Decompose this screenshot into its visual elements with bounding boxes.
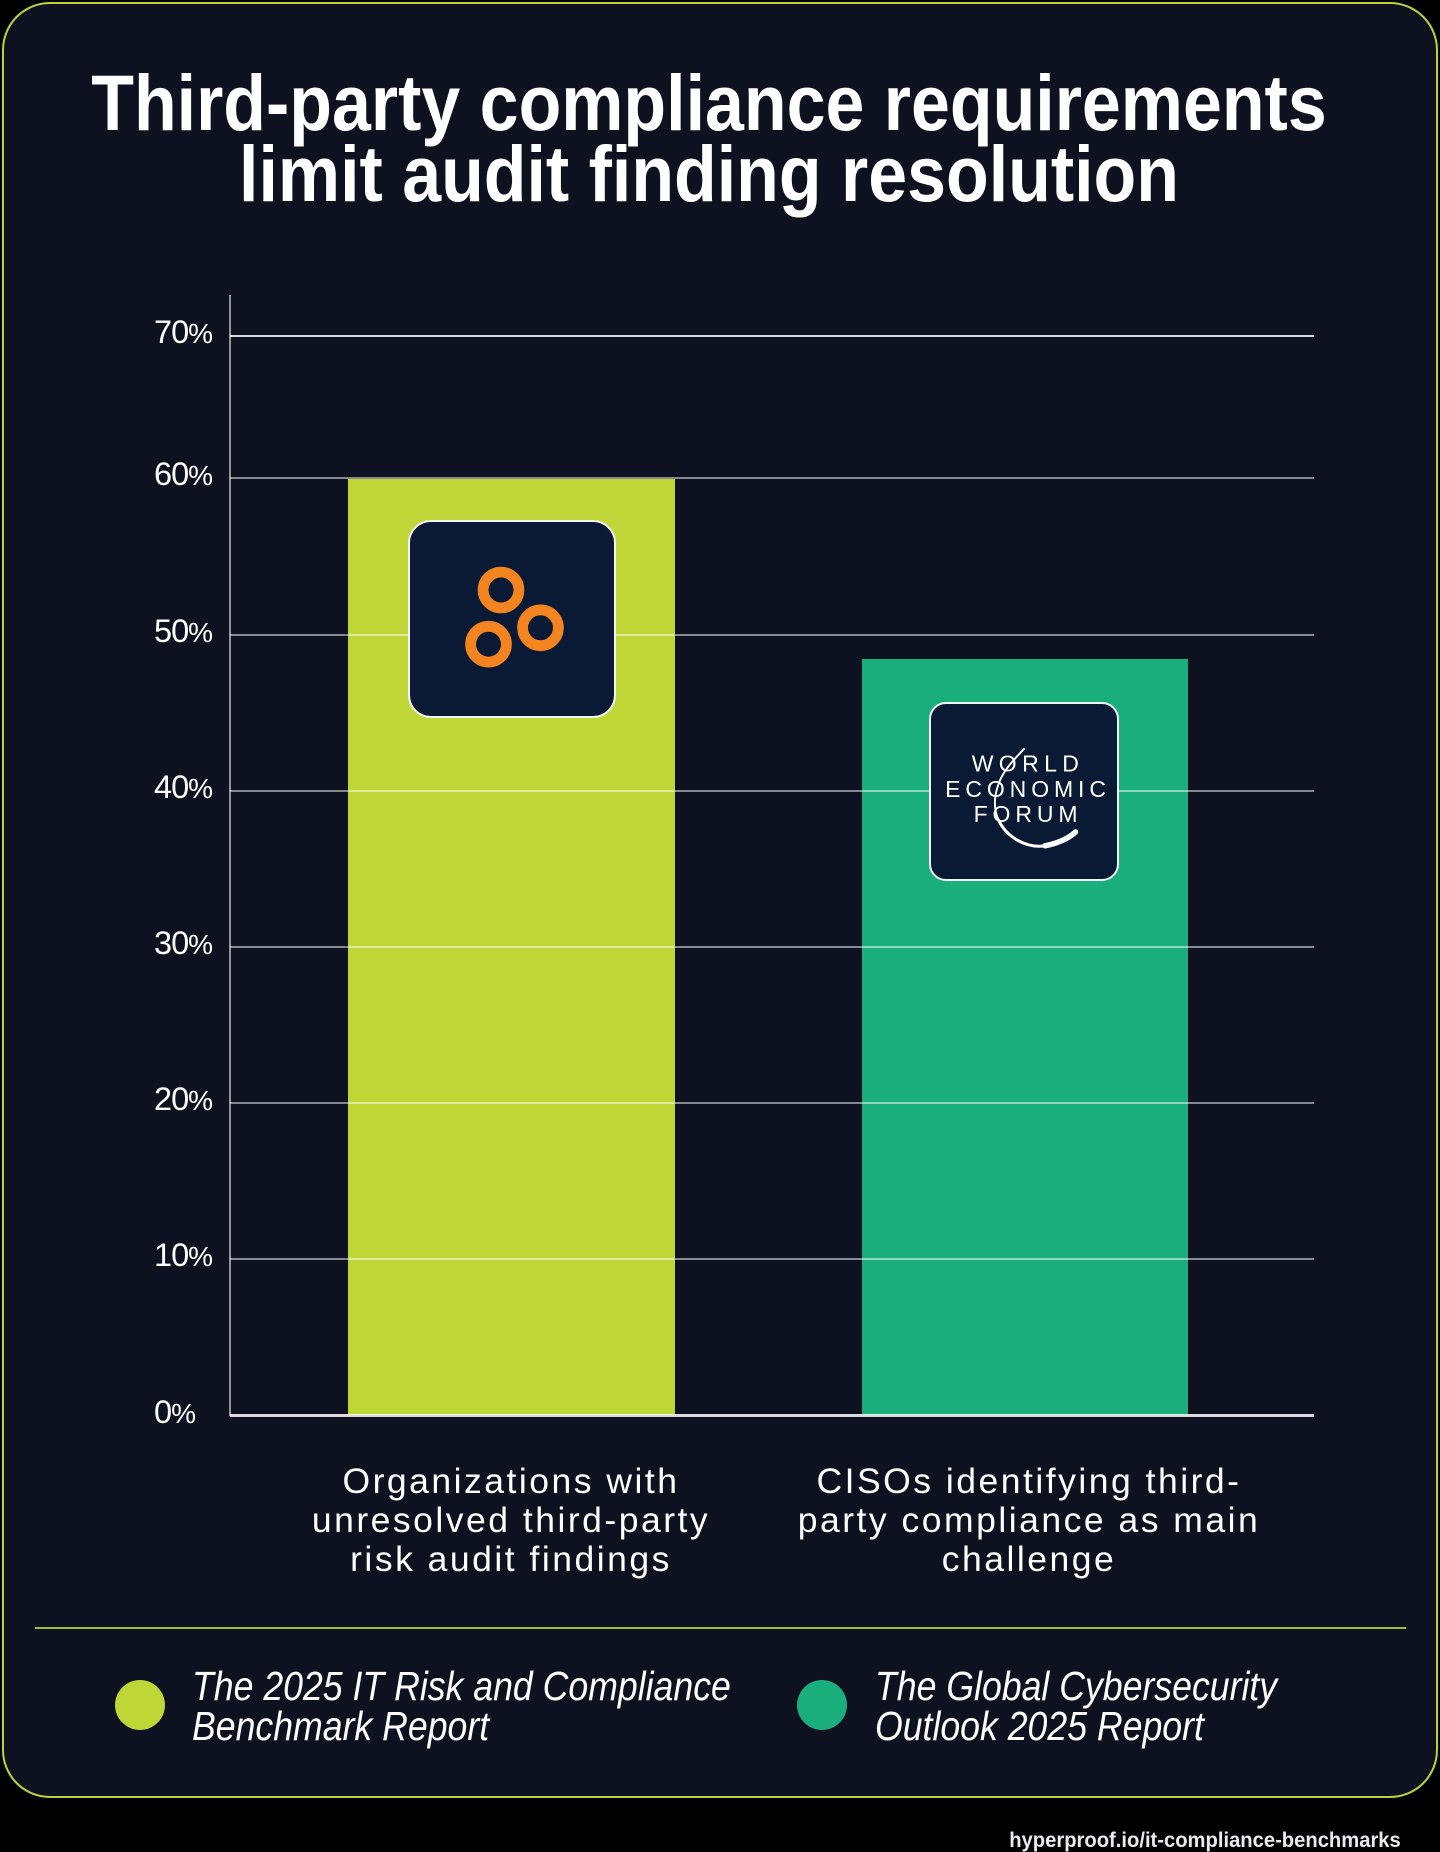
svg-text:ECONOMIC: ECONOMIC bbox=[946, 776, 1112, 802]
svg-text:FORUM: FORUM bbox=[974, 801, 1083, 827]
svg-text:WORLD: WORLD bbox=[972, 751, 1085, 777]
